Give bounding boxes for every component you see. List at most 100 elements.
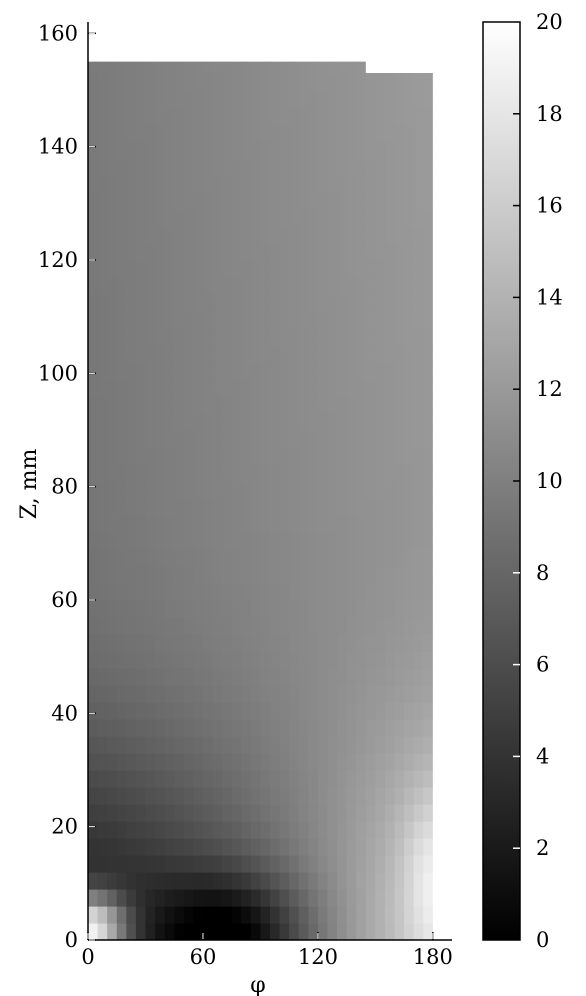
heatmap-cell [116,481,127,499]
heatmap-cell [270,481,281,499]
heatmap-cell [346,634,357,652]
heatmap-cell [260,430,271,448]
heatmap-cell [88,141,99,159]
heatmap-cell [126,481,137,499]
heatmap-cell [317,158,329,176]
heatmap-cell [317,685,329,703]
heatmap-cell [222,651,233,669]
heatmap-cell [298,430,309,448]
heatmap-cell [289,736,300,754]
heatmap-cell [317,634,329,652]
heatmap-cell [212,73,223,91]
heatmap-cell [241,855,252,873]
heatmap-cell [231,889,242,907]
heatmap-cell [384,481,396,499]
heatmap-cell [384,719,396,737]
heatmap-cell [356,651,367,669]
heatmap-cell [327,158,338,176]
heatmap-cell [384,413,396,431]
heatmap-cell [126,634,137,652]
heatmap-cell [289,362,300,380]
heatmap-cell [413,651,424,669]
heatmap-cell [327,260,338,278]
heatmap-cell [423,277,433,295]
heatmap-cell [384,192,396,210]
heatmap-cell [356,124,367,142]
heatmap-cell [116,362,127,380]
heatmap-cell [164,481,175,499]
heatmap-cell [356,260,367,278]
heatmap-cell [413,362,424,380]
heatmap-cell [88,736,99,754]
heatmap-cell [375,430,386,448]
heatmap-cell [212,158,223,176]
heatmap-cell [222,583,233,601]
heatmap-cell [337,141,348,159]
heatmap-cell [356,906,367,924]
heatmap-cell [202,362,214,380]
heatmap-cell [222,311,233,329]
heatmap-cell [183,277,194,295]
heatmap-cell [384,787,396,805]
heatmap-cell [222,855,233,873]
heatmap-cell [135,855,147,873]
heatmap-cell [126,855,137,873]
heatmap-cell [145,634,156,652]
heatmap-cell [404,294,415,312]
heatmap-cell [394,923,405,940]
heatmap-cell [317,549,329,567]
heatmap-cell [145,192,156,210]
heatmap-cell [413,549,424,567]
heatmap-cell [356,396,367,414]
heatmap-cell [413,770,424,788]
heatmap-cell [384,141,396,159]
heatmap-cell [308,515,319,533]
heatmap-cell [308,362,319,380]
heatmap-cell [279,889,290,907]
heatmap-cell [183,685,194,703]
heatmap-cell [231,73,242,91]
heatmap-cell [308,651,319,669]
heatmap-cell [107,124,118,142]
heatmap-cell [317,872,329,890]
heatmap-cell [202,804,214,822]
heatmap-cell [231,583,242,601]
heatmap-cell [241,515,252,533]
heatmap-cell [183,192,194,210]
heatmap-cell [145,73,156,91]
heatmap-cell [394,855,405,873]
heatmap-cell [164,141,175,159]
heatmap-cell [164,889,175,907]
heatmap-cell [126,124,137,142]
heatmap-cell [394,107,405,125]
heatmap-cell [289,719,300,737]
colorbar-tick-label: 0 [536,928,549,952]
heatmap-cell [279,362,290,380]
heatmap-cell [88,498,99,516]
heatmap-cell [404,668,415,686]
heatmap-cell [260,787,271,805]
heatmap-cell [308,379,319,397]
heatmap-cell [97,821,108,839]
heatmap-cell [327,464,338,482]
heatmap-cell [270,583,281,601]
heatmap-cell [174,277,185,295]
heatmap-cell [337,651,348,669]
heatmap-cell [222,430,233,448]
heatmap-cell [317,294,329,312]
heatmap-cell [250,702,262,720]
heatmap-cell [413,141,424,159]
heatmap-cell [107,362,118,380]
heatmap-cell [126,413,137,431]
heatmap-cell [250,821,262,839]
heatmap-cell [356,634,367,652]
heatmap-cell [260,311,271,329]
heatmap-cell [241,600,252,618]
heatmap-cell [250,61,262,74]
heatmap-cell [346,311,357,329]
heatmap-cell [317,736,329,754]
heatmap-cell [375,651,386,669]
x-tick-label: 120 [298,945,338,969]
heatmap-cell [317,107,329,125]
heatmap-cell [174,464,185,482]
